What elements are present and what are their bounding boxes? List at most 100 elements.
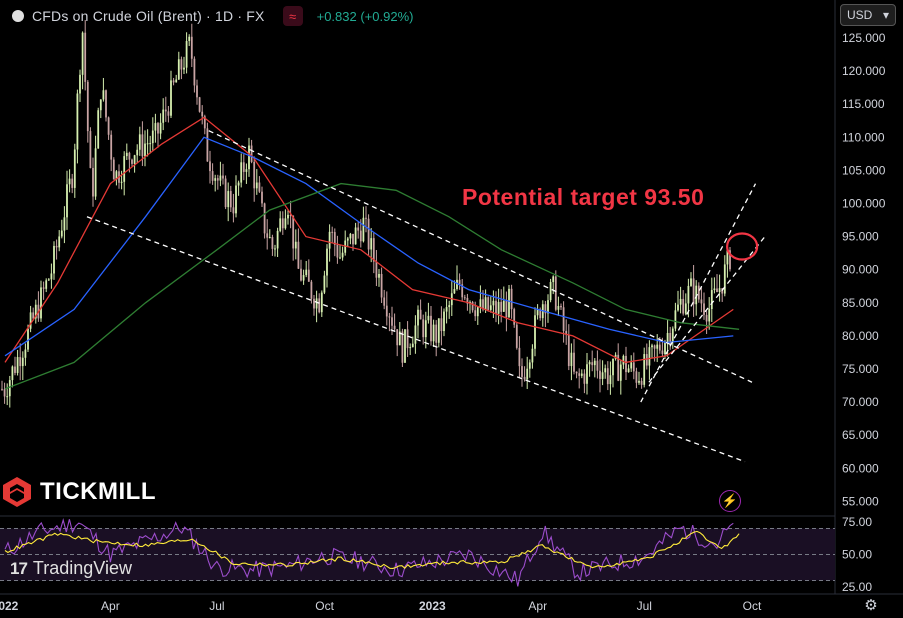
price-tick-label: 120.000 bbox=[842, 64, 886, 78]
price-tick-label: 95.000 bbox=[842, 230, 879, 244]
candle-body bbox=[586, 364, 588, 384]
candle-body bbox=[404, 329, 406, 363]
candle-body bbox=[435, 324, 438, 343]
candle-body bbox=[367, 218, 370, 250]
candle-body bbox=[643, 354, 646, 385]
candle-body bbox=[547, 300, 549, 314]
candle-body bbox=[219, 175, 222, 181]
candle-body bbox=[240, 162, 243, 183]
time-tick-label: Jul bbox=[637, 599, 652, 613]
candle-body bbox=[112, 159, 115, 180]
candle-body bbox=[224, 178, 227, 208]
candle-body bbox=[645, 354, 648, 366]
candle-body bbox=[32, 312, 35, 319]
candle-body bbox=[66, 184, 68, 218]
candle-body bbox=[339, 257, 341, 259]
candle-body bbox=[250, 145, 253, 162]
candle-body bbox=[684, 303, 687, 314]
candle-body bbox=[349, 233, 352, 239]
candle-body bbox=[479, 299, 482, 308]
candle-body bbox=[209, 161, 211, 172]
candle-body bbox=[159, 122, 162, 134]
candle-body bbox=[510, 288, 513, 310]
price-change: +0.832 (+0.92%) bbox=[316, 8, 414, 24]
candle-body bbox=[284, 218, 287, 229]
price-tick-label: 90.000 bbox=[842, 263, 879, 277]
candle-body bbox=[534, 315, 536, 349]
candle-body bbox=[632, 362, 635, 372]
symbol-title[interactable]: CFDs on Crude Oil (Brent) · 1D · FX bbox=[32, 8, 265, 24]
candle-body bbox=[261, 191, 263, 204]
wave-icon[interactable]: ≈ bbox=[282, 6, 303, 26]
candle-body bbox=[92, 167, 94, 197]
candle-body bbox=[383, 297, 386, 306]
candle-body bbox=[448, 305, 451, 308]
candle-body bbox=[456, 279, 458, 290]
candle-body bbox=[453, 289, 456, 294]
candle-body bbox=[16, 357, 19, 373]
broker-watermark: TICKMILL bbox=[2, 476, 156, 508]
candle-body bbox=[567, 334, 570, 367]
candle-body bbox=[474, 310, 477, 317]
candle-body bbox=[89, 131, 92, 168]
candle-body bbox=[279, 218, 282, 231]
candle-body bbox=[151, 130, 154, 144]
currency-selector[interactable]: USD ▾ bbox=[840, 4, 896, 26]
lightning-icon[interactable]: ⚡ bbox=[719, 490, 741, 512]
candle-body bbox=[411, 343, 414, 348]
candle-body bbox=[131, 159, 133, 164]
candle-body bbox=[656, 344, 659, 349]
candle-body bbox=[255, 182, 258, 189]
candle-body bbox=[232, 207, 235, 214]
gear-icon[interactable]: ⚙ bbox=[864, 597, 878, 614]
candle-body bbox=[601, 372, 604, 379]
candle-body bbox=[573, 352, 575, 372]
candle-body bbox=[445, 307, 448, 312]
candle-body bbox=[97, 110, 100, 149]
target-annotation: Potential target 93.50 bbox=[462, 184, 705, 210]
trendline bbox=[208, 130, 753, 383]
candle-body bbox=[274, 248, 276, 250]
candle-body bbox=[422, 319, 425, 338]
candle-body bbox=[302, 275, 305, 281]
candle-body bbox=[352, 233, 354, 245]
candle-body bbox=[671, 328, 674, 342]
candle-body bbox=[185, 41, 188, 68]
candle-body bbox=[487, 297, 490, 310]
candle-body bbox=[193, 58, 196, 86]
candle-body bbox=[482, 299, 484, 310]
candle-body bbox=[71, 178, 74, 188]
candle-body bbox=[443, 311, 445, 332]
candle-body bbox=[162, 109, 165, 123]
candle-body bbox=[34, 304, 37, 319]
candle-body bbox=[463, 297, 466, 299]
candle-body bbox=[326, 248, 328, 276]
candle-body bbox=[495, 300, 497, 314]
candle-body bbox=[375, 261, 378, 278]
candle-body bbox=[76, 93, 79, 150]
candle-body bbox=[248, 145, 250, 170]
candle-body bbox=[471, 301, 474, 311]
candle-body bbox=[120, 181, 123, 183]
candle-body bbox=[115, 171, 118, 180]
candle-body bbox=[604, 368, 607, 373]
candle-body bbox=[29, 312, 32, 329]
time-tick-label: Apr bbox=[101, 599, 120, 613]
candle-body bbox=[562, 307, 565, 331]
candle-body bbox=[497, 301, 500, 314]
time-tick-label: 2022 bbox=[0, 599, 19, 613]
candle-body bbox=[552, 276, 555, 283]
candle-body bbox=[430, 315, 432, 342]
candle-body bbox=[346, 238, 349, 241]
candle-body bbox=[612, 358, 614, 376]
candle-body bbox=[320, 292, 323, 313]
candle-body bbox=[372, 238, 375, 262]
candle-body bbox=[700, 299, 703, 304]
candle-body bbox=[271, 237, 274, 249]
candle-body bbox=[331, 231, 334, 233]
candle-body bbox=[94, 148, 97, 197]
candle-body bbox=[292, 215, 295, 249]
candle-body bbox=[40, 287, 42, 319]
candle-body bbox=[58, 236, 61, 248]
